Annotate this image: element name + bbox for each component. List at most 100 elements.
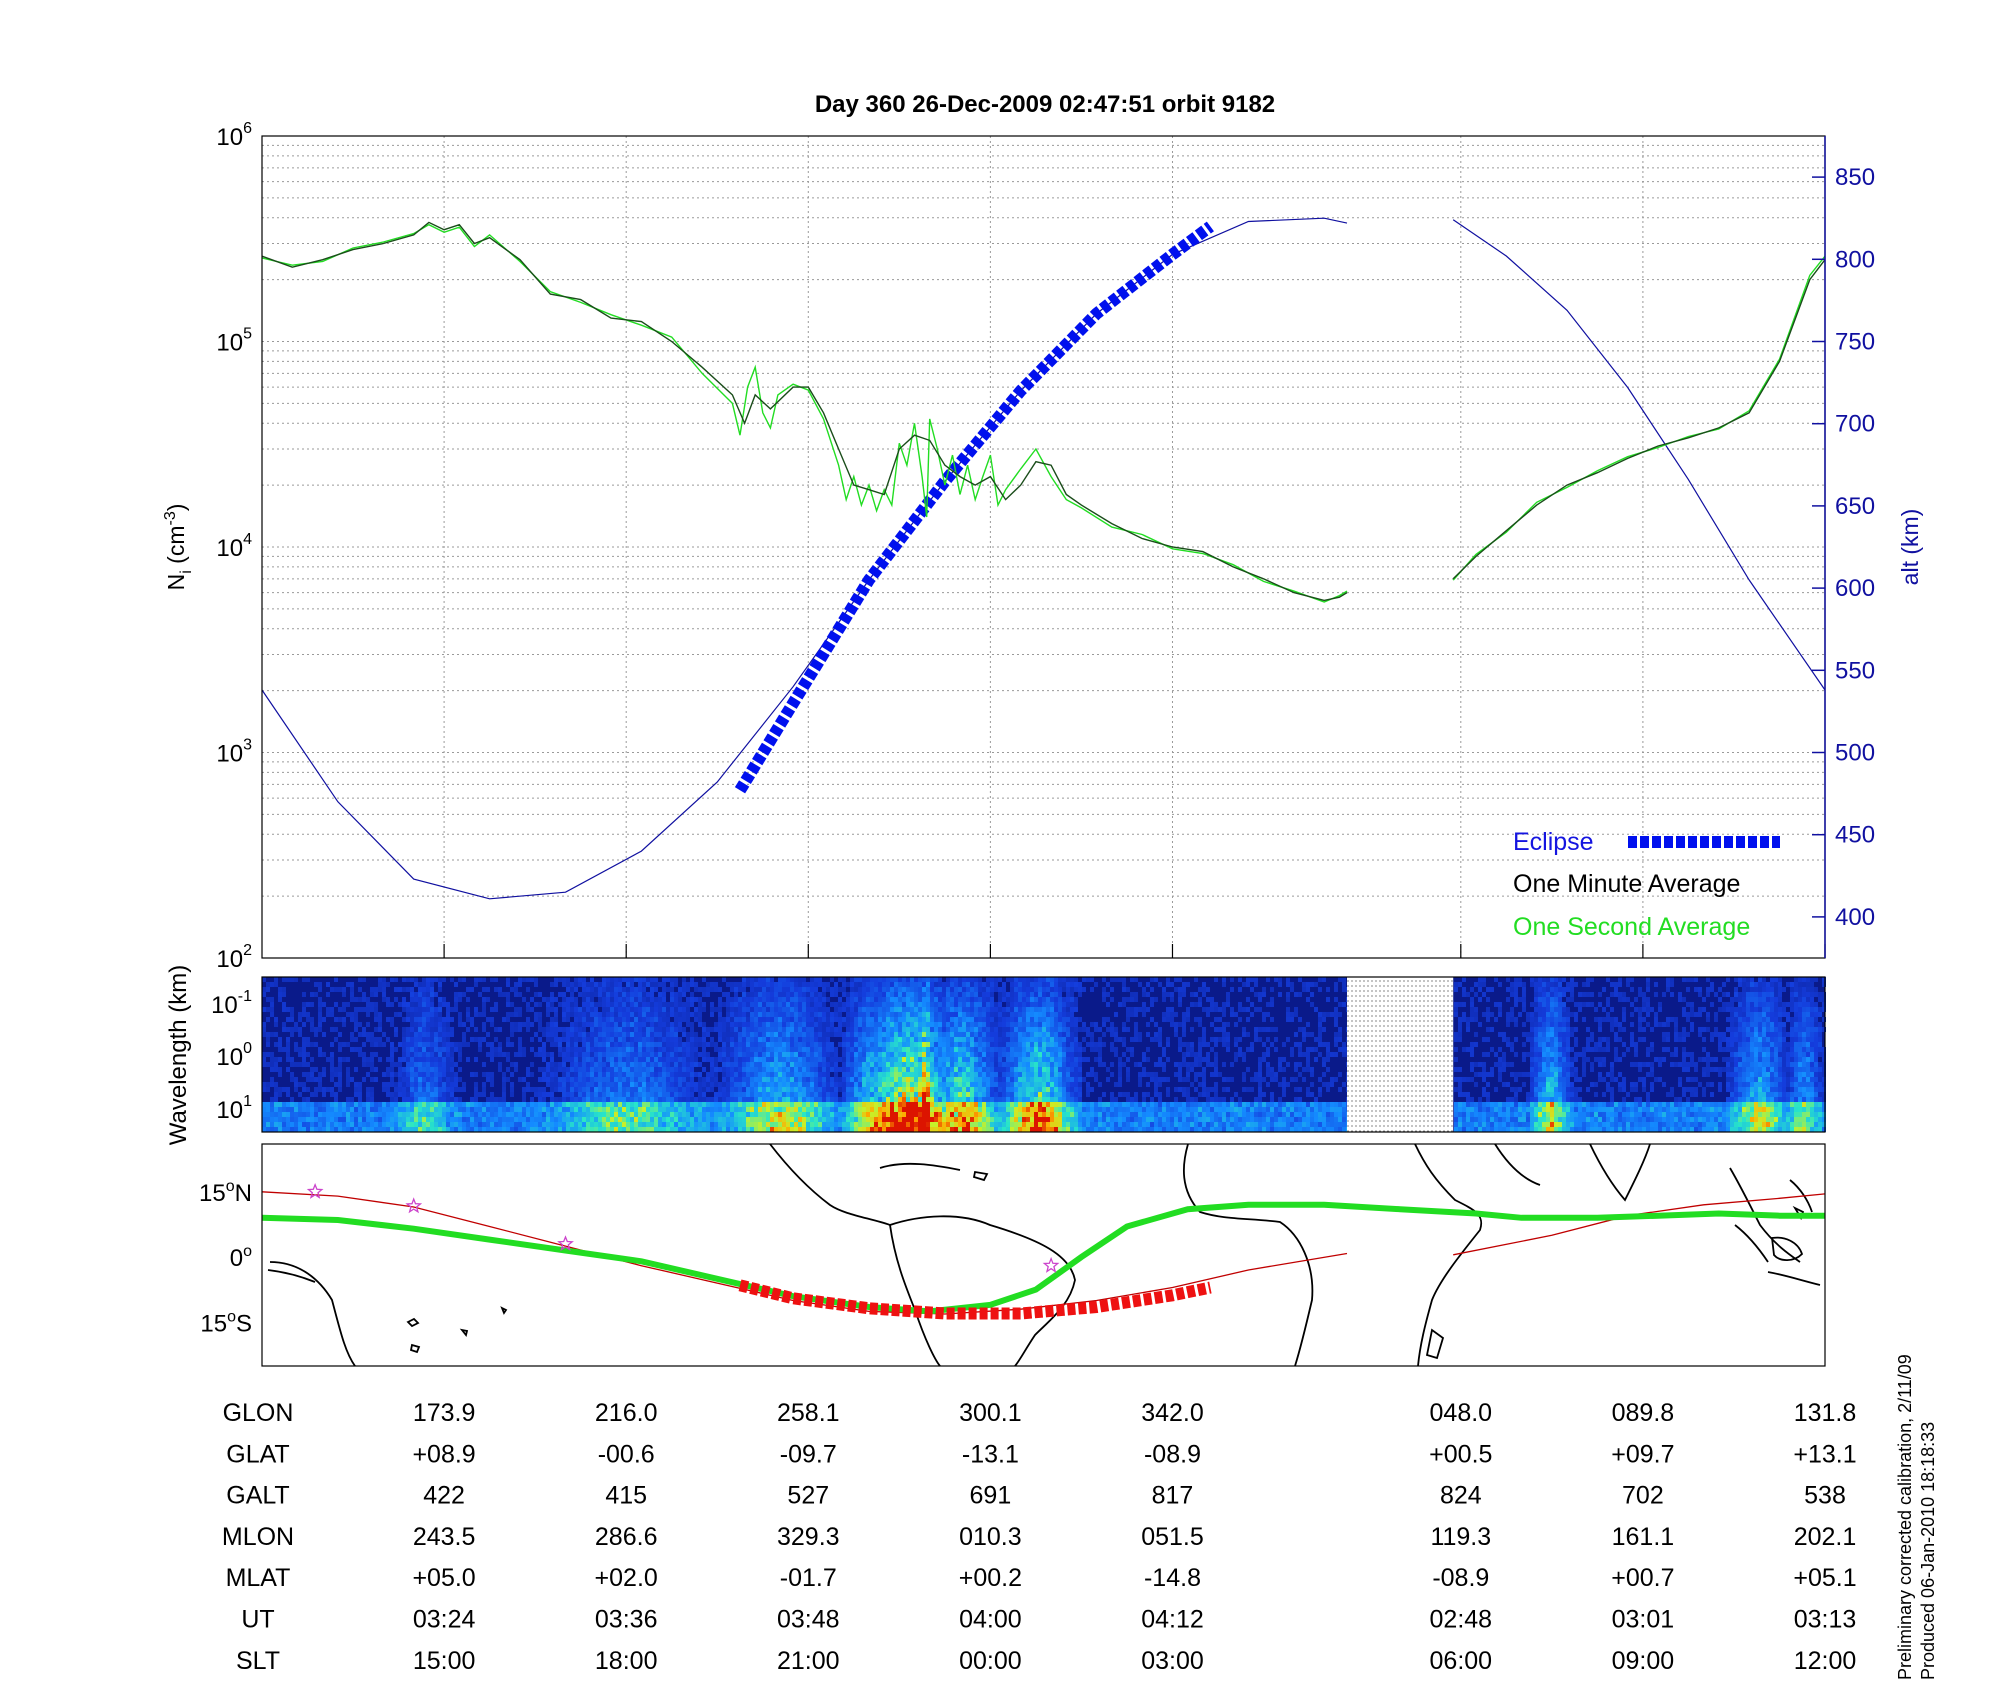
spectrogram-cell [838,1097,842,1102]
spectrogram-cell [954,1127,958,1132]
spectrogram-cell [498,1067,502,1072]
spectrogram-cell [862,992,866,997]
spectrogram-cell [274,1097,278,1102]
spectrogram-cell [434,1082,438,1087]
spectrogram-cell [858,1102,862,1107]
spectrogram-cell [630,1122,634,1127]
spectrogram-cell [430,1082,434,1087]
spectrogram-cell [486,1017,490,1022]
spectrogram-cell [486,997,490,1002]
spectrogram-cell [850,1057,854,1062]
spectrogram-cell [634,1117,638,1122]
spectrogram-cell [810,987,814,992]
spectrogram-cell [578,1052,582,1057]
spectrogram-cell [410,1047,414,1052]
spectrogram-cell [794,987,798,992]
spectrogram-cell [814,1062,818,1067]
spectrogram-cell [422,1087,426,1092]
spectrogram-cell [838,1082,842,1087]
spectrogram-cell [626,1052,630,1057]
spectrogram-cell [774,997,778,1002]
spectrogram-cell [322,1112,326,1117]
spectrogram-cell [886,1127,890,1132]
spectrogram-cell [1022,1012,1026,1017]
spectrogram-cell [414,1107,418,1112]
spectrogram-cell [814,1007,818,1012]
spectrogram-cell [262,1102,266,1107]
spectrogram-cell [670,1052,674,1057]
spectrogram-cell [670,1112,674,1117]
spectrogram-cell [394,1087,398,1092]
spectrogram-cell [566,1007,570,1012]
spectrogram-cell [730,997,734,1002]
spectrogram-cell [546,1032,550,1037]
spectrogram-cell [690,1022,694,1027]
spectrogram-cell [634,1062,638,1067]
spectrogram-cell [734,1077,738,1082]
spectrogram-cell [418,1002,422,1007]
spectrogram-cell [466,1057,470,1062]
spectrogram-cell [706,982,710,987]
spectrogram-cell [770,1017,774,1022]
y-tick-base: 10 [216,124,243,151]
spectrogram-cell [718,987,722,992]
spectrogram-cell [914,1112,918,1117]
spectrogram-cell [542,1067,546,1072]
spectrogram-cell [306,1042,310,1047]
spectrogram-cell [858,1112,862,1117]
spectrogram-cell [934,1087,938,1092]
spectrogram-cell [442,1047,446,1052]
spectrogram-cell [590,1002,594,1007]
spectrogram-cell [938,1032,942,1037]
spectrogram-cell [542,1092,546,1097]
spectrogram-cell [418,1062,422,1067]
spectrogram-cell [654,997,658,1002]
spectrogram-cell [582,1012,586,1017]
spectrogram-cell [646,1037,650,1042]
spectrogram-cell [854,1127,858,1132]
spectrogram-cell [638,977,642,982]
spectrogram-cell [582,977,586,982]
spectrogram-cell [522,1102,526,1107]
spectrogram-cell [830,1062,834,1067]
spectrogram-cell [1006,992,1010,997]
spectrogram-cell [690,1077,694,1082]
spectrogram-cell [818,1037,822,1042]
spectrogram-cell [1018,1012,1022,1017]
spectrogram-cell [1018,1112,1022,1117]
spectrogram-cell [570,992,574,997]
spectrogram-cell [910,1122,914,1127]
spectrogram-cell [950,992,954,997]
spectrogram-cell [910,1037,914,1042]
spectrogram-cell [910,1087,914,1092]
spectrogram-cell [1022,1007,1026,1012]
spectrogram-cell [926,1052,930,1057]
spectrogram-cell [558,1127,562,1132]
spectrogram-cell [350,1047,354,1052]
spectrogram-cell [798,1047,802,1052]
spectrogram-cell [422,1012,426,1017]
spectrogram-cell [378,1022,382,1027]
spectrogram-cell [318,1112,322,1117]
spectrogram-cell [782,1032,786,1037]
spectrogram-cell [658,992,662,997]
spectrogram-cell [450,1072,454,1077]
spectrogram-cell [550,1102,554,1107]
spectrogram-cell [926,1002,930,1007]
spectrogram-cell [602,1077,606,1082]
spectrogram-cell [870,977,874,982]
spectrogram-cell [630,1082,634,1087]
spectrogram-cell [758,1087,762,1092]
spectrogram-cell [954,1017,958,1022]
spectrogram-cell [546,997,550,1002]
spectrogram-cell [274,1032,278,1037]
spectrogram-cell [574,1022,578,1027]
spectrogram-cell [590,997,594,1002]
spectrogram-cell [818,1082,822,1087]
spectrogram-cell [574,1087,578,1092]
spectrogram-cell [790,1067,794,1072]
spectrogram-cell [786,982,790,987]
spectrogram-cell [658,1047,662,1052]
spectrogram-cell [302,1107,306,1112]
spectrogram-cell [870,1027,874,1032]
